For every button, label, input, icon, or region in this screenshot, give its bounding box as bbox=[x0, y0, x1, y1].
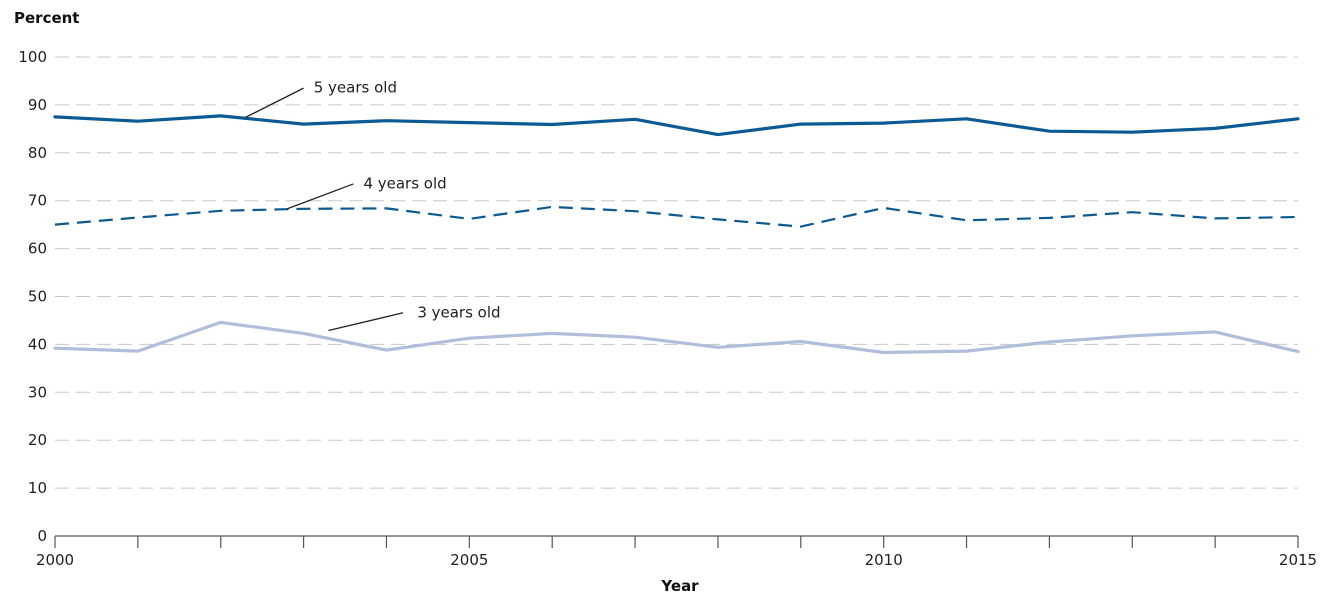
x-tick-label: 2010 bbox=[865, 551, 903, 569]
y-tick-label: 50 bbox=[28, 288, 47, 306]
x-axis-title: Year bbox=[660, 577, 699, 595]
axes: 0 10 20 30 40 50 60 70 80 90 100 2000 2005 2010 2015 bbox=[18, 48, 1317, 569]
y-tick-label: 90 bbox=[28, 96, 47, 114]
series-lines bbox=[53, 114, 1300, 355]
series-label-leader bbox=[286, 183, 354, 210]
series-label: 3 years old bbox=[417, 303, 500, 321]
x-tick-label: 2005 bbox=[450, 551, 488, 569]
y-tick-label: 100 bbox=[18, 48, 47, 66]
y-tick-label: 20 bbox=[28, 431, 47, 449]
grid bbox=[55, 56, 1298, 489]
y-tick-label: 30 bbox=[28, 383, 47, 401]
series-label-leader bbox=[328, 312, 404, 332]
series-labels: 5 years old 4 years old 3 years old bbox=[245, 79, 501, 332]
y-tick-label: 40 bbox=[28, 335, 47, 353]
y-tick-label: 10 bbox=[28, 479, 47, 497]
y-tick-label: 70 bbox=[28, 192, 47, 210]
y-tick-label: 80 bbox=[28, 144, 47, 162]
y-axis-title: Percent bbox=[14, 9, 79, 27]
series-label: 5 years old bbox=[314, 79, 397, 97]
x-tick-label: 2015 bbox=[1279, 551, 1317, 569]
series-line-2 bbox=[54, 205, 1299, 228]
series-label: 4 years old bbox=[363, 174, 446, 192]
y-tick-label: 0 bbox=[37, 527, 47, 545]
x-tick-label: 2000 bbox=[36, 551, 74, 569]
series-line-3 bbox=[53, 320, 1300, 355]
y-tick-label: 60 bbox=[28, 240, 47, 258]
series-line-1 bbox=[53, 114, 1300, 137]
series-label-leader bbox=[245, 87, 304, 118]
